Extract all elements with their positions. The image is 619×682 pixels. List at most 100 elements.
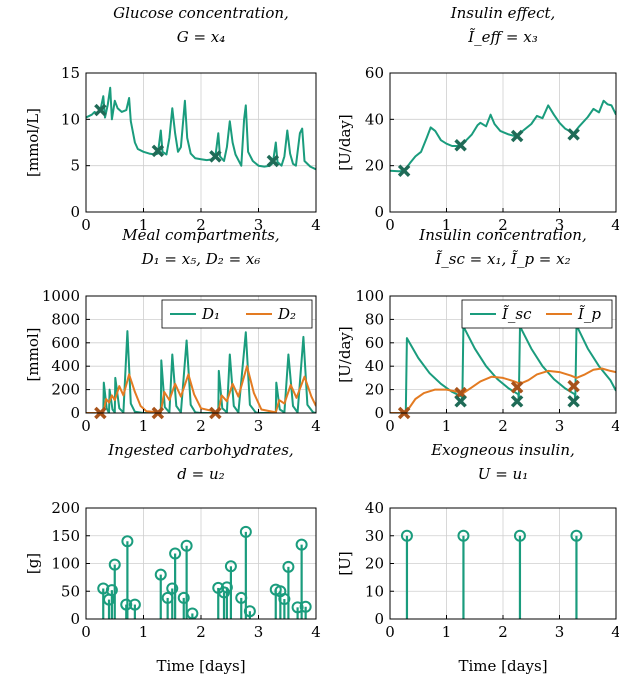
cross-marker	[397, 164, 411, 178]
cross-marker	[266, 154, 280, 168]
panel-ingested-carbs: Ingested carbohydrates, d = u₂ 0 1 2 3 4 0 50 100…	[24, 441, 321, 675]
cross-marker	[454, 139, 467, 152]
panel-insulin-effect: Insulin effect,Ĩ_eff = x₃0 1 2 3 40204060[U/…	[336, 4, 619, 234]
stem-marker	[121, 535, 134, 548]
plot-area	[400, 529, 583, 619]
series-line	[390, 367, 616, 413]
cross-marker	[510, 129, 524, 143]
x-tick-label: 3	[555, 417, 565, 435]
legend: Ĩ_sc Ĩ_p	[461, 299, 613, 329]
stem-marker	[513, 529, 526, 542]
plot-area	[97, 525, 312, 619]
y-tick-label: 0	[374, 610, 384, 628]
cross-marker	[567, 379, 580, 393]
title-line: Glucose concentration,	[113, 4, 289, 22]
cross-marker	[94, 103, 107, 117]
x-tick-label: 1	[139, 417, 149, 435]
x-tick-label: 1	[139, 623, 149, 641]
legend-label: D₂	[277, 305, 296, 323]
stem-marker	[570, 529, 583, 542]
stem-marker	[400, 529, 413, 542]
y-tick-label: 0	[70, 610, 80, 628]
cross-marker	[567, 395, 580, 408]
y-tick-label: 40	[365, 357, 384, 375]
stem-marker	[186, 607, 199, 619]
panel-glucose: Glucose concentration, G = x₄ 0 1 2 3 4 0 5 10 15 […	[24, 4, 321, 234]
stem-marker	[108, 558, 121, 571]
stem-marker	[177, 591, 190, 604]
x-tick-label: 1	[139, 216, 149, 234]
stem-marker	[180, 539, 193, 552]
x-tick-label: 4	[311, 623, 321, 641]
y-axis-label: [g]	[24, 553, 42, 574]
title-line: Insulin concentration,	[418, 226, 586, 244]
stem-marker	[154, 568, 167, 581]
y-tick-label: 20	[365, 381, 384, 399]
y-axis-label: [U/day]	[336, 326, 354, 382]
y-tick-label: 150	[51, 527, 80, 545]
y-tick-label: 10	[61, 110, 80, 128]
legend-label: Ĩ_p	[577, 305, 601, 323]
x-tick-label: 2	[498, 623, 508, 641]
cross-marker	[510, 395, 524, 408]
x-tick-label: 3	[555, 216, 565, 234]
y-tick-label: 20	[365, 157, 384, 175]
x-axis-label: Time [days]	[458, 657, 547, 675]
y-tick-label: 60	[365, 64, 384, 82]
y-tick-label: 50	[61, 582, 80, 600]
x-tick-label: 2	[196, 623, 206, 641]
y-tick-label: 0	[70, 404, 80, 422]
legend-box	[461, 299, 613, 329]
y-tick-label: 200	[51, 499, 80, 517]
series-line	[86, 330, 316, 413]
stem-marker	[169, 547, 182, 560]
stem-marker	[457, 529, 470, 542]
title-line: G = x₄	[177, 28, 226, 46]
x-tick-label: 4	[311, 417, 321, 435]
legend: D₁ D₂	[161, 299, 313, 329]
x-tick-label: 2	[196, 216, 206, 234]
y-tick-label: 1000	[42, 287, 80, 305]
title-line: Meal compartments,	[121, 226, 279, 244]
cross-marker	[454, 395, 467, 408]
stem-marker	[282, 560, 295, 573]
x-tick-label: 4	[311, 216, 321, 234]
x-tick-label: 0	[81, 417, 91, 435]
legend-box	[161, 299, 313, 329]
title-line: D₁ = x₅, D₂ = x₆	[141, 250, 261, 268]
title-line: U = u₁	[478, 465, 528, 483]
y-tick-label: 400	[51, 357, 80, 375]
cross-marker	[567, 128, 580, 141]
series-line	[86, 86, 316, 171]
title-line: Insulin effect,	[450, 4, 556, 22]
legend-label: Ĩ_sc	[501, 305, 532, 323]
y-tick-label: 800	[51, 310, 80, 328]
y-axis-label: [mmol]	[24, 328, 42, 382]
x-tick-label: 0	[81, 216, 91, 234]
stem-marker	[128, 598, 141, 611]
y-tick-label: 20	[365, 555, 384, 573]
y-tick-label: 80	[365, 310, 384, 328]
x-tick-label: 0	[81, 623, 91, 641]
y-tick-label: 60	[365, 334, 384, 352]
stem-marker	[299, 600, 312, 613]
cross-marker	[151, 144, 165, 158]
x-tick-label: 1	[442, 216, 452, 234]
x-tick-label: 4	[611, 623, 619, 641]
panel-insulin-concentration: Insulin concentration, Ĩ_sc = x₁, Ĩ_p = x…	[336, 226, 619, 435]
panel-exogenous-insulin: Exogneous insulin,U = u₁0 1 2 3 4010203040[U…	[336, 441, 619, 675]
y-tick-label: 0	[374, 203, 384, 221]
x-tick-label: 2	[498, 417, 508, 435]
series-line	[390, 99, 616, 173]
title-line: d = u₂	[177, 465, 224, 483]
stem-marker	[97, 582, 110, 595]
series-line	[86, 365, 316, 413]
x-tick-label: 0	[385, 216, 395, 234]
y-tick-label: 40	[365, 110, 384, 128]
y-axis-label: [U]	[336, 551, 354, 575]
stem-marker	[105, 584, 118, 597]
x-tick-label: 0	[385, 417, 395, 435]
plot-area	[86, 86, 316, 171]
y-tick-label: 5	[70, 157, 80, 175]
stem-marker	[295, 538, 308, 551]
